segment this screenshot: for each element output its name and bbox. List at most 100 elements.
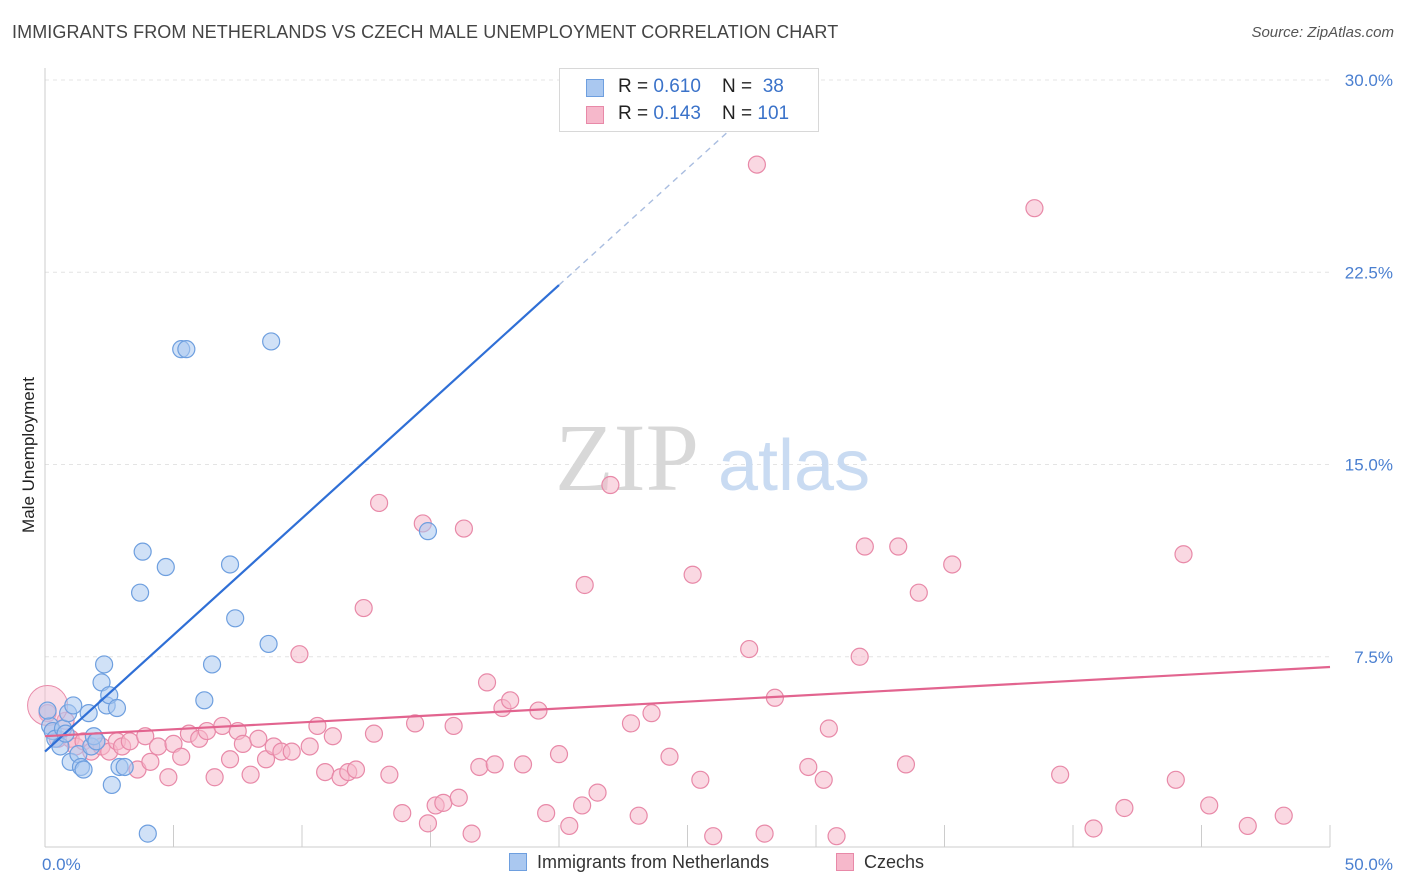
czechs-point <box>621 714 641 733</box>
y-tick-label: 22.5% <box>1345 263 1393 282</box>
czechs-point <box>346 760 366 779</box>
czechs-point <box>462 824 481 843</box>
legend-swatch-blue <box>586 79 604 97</box>
czechs-point <box>1274 806 1293 825</box>
czechs-point <box>470 757 489 777</box>
bottom-legend-label-pink: Czechs <box>864 852 925 872</box>
czechs-point <box>588 783 607 802</box>
legend-r-label: R = <box>618 103 654 124</box>
legend-n-label: N = <box>722 76 758 97</box>
y-tick-label: 30.0% <box>1345 71 1393 90</box>
czechs-point <box>282 742 301 761</box>
czechs-point <box>629 806 648 825</box>
czechs-point <box>444 716 463 736</box>
legend-swatch-pink <box>586 106 604 124</box>
czechs-point <box>747 155 766 174</box>
netherlands-point <box>262 332 281 351</box>
netherlands-point <box>138 824 157 843</box>
bottom-legend-czechs: Czechs <box>836 852 924 873</box>
czechs-point <box>220 750 240 769</box>
bottom-legend-swatch-blue <box>509 853 527 871</box>
czechs-point <box>300 737 319 756</box>
czechs-point <box>454 519 474 538</box>
czechs-point <box>249 729 268 748</box>
czechs-point <box>172 747 191 766</box>
czechs-point <box>1174 545 1193 564</box>
czechs-point <box>889 537 908 556</box>
netherlands-point <box>95 655 114 674</box>
czechs-point <box>573 796 592 815</box>
czechs-point <box>549 745 569 764</box>
czechs-point <box>755 824 774 843</box>
x-tick-labels: 0.0% 50.0% <box>42 855 1393 874</box>
czechs-point <box>814 770 833 789</box>
czechs-point <box>364 724 384 743</box>
watermark: ZIP atlas <box>555 404 870 511</box>
y-tick-labels: 7.5% 15.0% 22.5% 30.0% <box>1345 71 1393 667</box>
czechs-point <box>159 768 178 787</box>
czechs-point <box>148 737 168 756</box>
x-tick-label: 50.0% <box>1345 855 1393 874</box>
czechs-point <box>1166 770 1185 789</box>
trend-lines <box>44 109 1331 753</box>
netherlands-point <box>220 555 240 574</box>
netherlands-point <box>226 609 245 628</box>
czechs-point <box>197 721 217 741</box>
czechs-point <box>393 804 412 823</box>
legend-n-label: N = <box>722 103 758 124</box>
legend-text-blue: R = 0.610 N = 38 <box>618 76 784 98</box>
netherlands-point <box>115 757 134 777</box>
netherlands-points <box>38 332 438 843</box>
netherlands-point <box>107 698 127 718</box>
netherlands-trend-line <box>44 284 560 753</box>
czechs-point <box>316 762 335 782</box>
czechs-point <box>418 814 438 833</box>
czechs-point <box>1200 796 1219 815</box>
watermark-atlas: atlas <box>718 426 870 506</box>
czechs-point <box>434 793 453 812</box>
correlation-legend: R = 0.610 N = 38 R = 0.143 N = 101 <box>559 68 819 132</box>
netherlands-point <box>177 340 196 359</box>
legend-row-netherlands: R = 0.610 N = 38 <box>560 74 818 102</box>
czechs-point <box>691 770 710 789</box>
netherlands-point <box>64 696 83 715</box>
netherlands-point <box>74 760 93 779</box>
netherlands-point <box>38 701 57 720</box>
czechs-point <box>909 583 928 602</box>
y-tick-label: 7.5% <box>1354 648 1393 667</box>
czechs-point <box>1025 199 1044 218</box>
y-tick-label: 15.0% <box>1345 456 1393 475</box>
czechs-point <box>896 755 916 774</box>
legend-n-value: 38 <box>762 76 784 97</box>
czechs-point <box>601 475 620 495</box>
watermark-zip: ZIP <box>555 404 699 511</box>
netherlands-point <box>418 522 438 541</box>
czechs-point <box>513 755 533 774</box>
czechs-point <box>477 673 497 692</box>
czechs-point <box>660 747 679 766</box>
czechs-point <box>449 788 468 807</box>
czechs-point <box>850 647 869 666</box>
czechs-point <box>1051 765 1070 784</box>
czechs-point <box>205 768 224 787</box>
czechs-trend-line <box>44 665 1331 738</box>
czechs-point <box>290 645 309 664</box>
czechs-point <box>1238 816 1257 836</box>
netherlands-point <box>87 732 106 751</box>
netherlands-point <box>195 691 214 710</box>
bottom-legend-label-blue: Immigrants from Netherlands <box>537 852 770 872</box>
czechs-point <box>370 493 389 513</box>
netherlands-trend-extension <box>558 109 753 286</box>
legend-r-value: 0.143 <box>653 103 701 124</box>
czechs-point <box>537 804 556 823</box>
netherlands-point <box>130 583 150 602</box>
y-axis-label: Male Unemployment <box>19 377 38 533</box>
bottom-legend-netherlands: Immigrants from Netherlands <box>509 852 769 873</box>
czechs-point <box>1115 798 1134 818</box>
netherlands-point <box>202 655 222 674</box>
czechs-point <box>855 537 874 556</box>
x-tick-label: 0.0% <box>42 855 81 874</box>
legend-r-value: 0.610 <box>653 76 701 97</box>
source-label: Source: ZipAtlas.com <box>1251 24 1394 41</box>
czechs-point <box>308 716 327 736</box>
